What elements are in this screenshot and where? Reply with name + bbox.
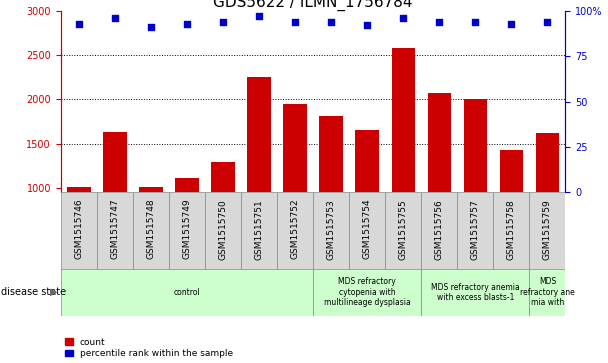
Text: ▶: ▶ (50, 287, 58, 297)
Text: GSM1515756: GSM1515756 (435, 199, 444, 260)
Text: control: control (174, 288, 200, 297)
Bar (421, 192, 457, 272)
Bar (536, 133, 559, 277)
Point (182, 21, 192, 26)
Text: GSM1515750: GSM1515750 (218, 199, 227, 260)
Bar (349, 192, 385, 272)
Bar (319, 116, 343, 277)
Text: disease state: disease state (1, 287, 66, 297)
Bar (61, 192, 97, 272)
Title: GDS5622 / ILMN_1756784: GDS5622 / ILMN_1756784 (213, 0, 413, 11)
Text: GSM1515749: GSM1515749 (182, 199, 192, 260)
Text: GSM1515759: GSM1515759 (543, 199, 552, 260)
Bar (313, 192, 349, 272)
Point (146, 24, 156, 30)
Bar (205, 192, 241, 272)
Point (398, 15, 408, 21)
Bar (133, 192, 169, 272)
Point (435, 19, 444, 25)
Text: GSM1515757: GSM1515757 (471, 199, 480, 260)
Text: GSM1515748: GSM1515748 (147, 199, 156, 260)
Bar (500, 150, 523, 277)
Point (326, 19, 336, 25)
Point (471, 19, 480, 25)
Bar (97, 192, 133, 272)
Bar (241, 192, 277, 272)
Point (506, 21, 516, 26)
Bar (457, 192, 493, 272)
Point (254, 13, 264, 19)
Bar (67, 187, 91, 277)
Bar (427, 93, 451, 277)
Bar (283, 104, 307, 277)
Point (362, 23, 372, 28)
Text: GSM1515753: GSM1515753 (326, 199, 336, 260)
Bar (392, 48, 415, 277)
Point (74, 21, 84, 26)
Bar (530, 192, 565, 272)
Bar (493, 192, 530, 272)
Bar (247, 77, 271, 277)
Text: MDS refractory
cytopenia with
multilineage dysplasia: MDS refractory cytopenia with multilinea… (324, 277, 410, 307)
Text: MDS
refractory ane
mia with: MDS refractory ane mia with (520, 277, 575, 307)
Bar (61, 269, 313, 316)
Text: GSM1515755: GSM1515755 (399, 199, 408, 260)
Bar (175, 178, 199, 277)
Text: GSM1515746: GSM1515746 (74, 199, 83, 260)
Point (218, 19, 228, 25)
Legend: count, percentile rank within the sample: count, percentile rank within the sample (65, 338, 233, 359)
Point (110, 15, 120, 21)
Bar (169, 192, 205, 272)
Point (290, 19, 300, 25)
Text: GSM1515747: GSM1515747 (111, 199, 119, 260)
Text: GSM1515751: GSM1515751 (255, 199, 263, 260)
Bar (212, 162, 235, 277)
Bar (277, 192, 313, 272)
Bar (385, 192, 421, 272)
Bar (103, 132, 126, 277)
Bar (356, 130, 379, 277)
Text: GSM1515758: GSM1515758 (507, 199, 516, 260)
Bar (313, 269, 421, 316)
Bar (139, 187, 162, 277)
Bar (421, 269, 530, 316)
Point (542, 19, 552, 25)
Text: GSM1515752: GSM1515752 (291, 199, 300, 260)
Bar (530, 269, 565, 316)
Bar (464, 99, 487, 277)
Text: MDS refractory anemia
with excess blasts-1: MDS refractory anemia with excess blasts… (431, 282, 520, 302)
Text: GSM1515754: GSM1515754 (363, 199, 371, 260)
